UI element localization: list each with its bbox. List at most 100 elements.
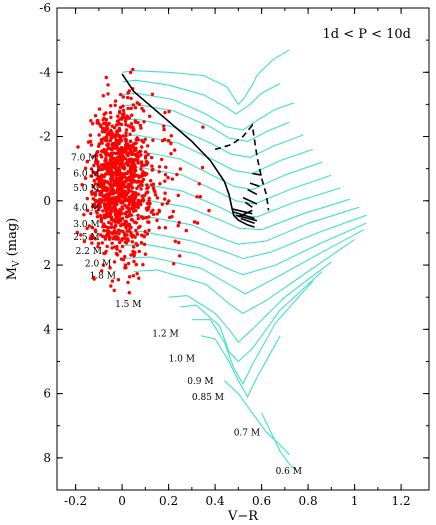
star-point: [120, 151, 125, 155]
star-point: [111, 165, 116, 169]
star-point: [121, 108, 126, 113]
star-point: [85, 208, 90, 213]
star-point: [143, 137, 147, 141]
star-point: [177, 240, 181, 245]
star-point: [115, 138, 119, 143]
star-point: [131, 252, 136, 256]
star-point: [140, 194, 144, 198]
y-tick-label: 4: [43, 322, 51, 336]
mass-label-7: 2.0 M: [85, 260, 111, 270]
star-point: [108, 190, 112, 195]
star-point: [104, 206, 108, 210]
star-point: [104, 118, 109, 122]
mass-label-11: 1.0 M: [169, 355, 195, 365]
star-point: [151, 138, 155, 142]
star-point: [167, 109, 171, 114]
star-point: [138, 224, 142, 229]
y-tick-label: -4: [39, 65, 51, 79]
star-point: [120, 237, 124, 241]
star-point: [110, 177, 115, 181]
star-point: [102, 202, 107, 206]
star-point: [126, 142, 130, 146]
star-point: [97, 133, 101, 137]
star-point: [104, 111, 108, 115]
star-point: [192, 220, 197, 224]
star-point: [101, 209, 105, 213]
star-point: [131, 209, 136, 213]
mass-label-4: 3.0 M: [73, 220, 99, 230]
star-point: [97, 175, 101, 179]
star-point: [139, 167, 143, 171]
star-point: [106, 166, 110, 171]
star-point: [146, 220, 150, 224]
star-point: [146, 190, 150, 194]
star-point: [149, 155, 154, 160]
mass-label-14: 0.7 M: [234, 428, 260, 438]
star-point: [133, 152, 137, 157]
star-point: [106, 92, 110, 96]
mass-label-8: 1.8 M: [90, 272, 116, 282]
star-point: [124, 210, 128, 215]
star-point: [175, 172, 179, 177]
star-point: [200, 165, 205, 170]
star-point: [130, 186, 135, 190]
star-point: [95, 215, 100, 219]
star-point: [120, 216, 125, 221]
star-point: [109, 284, 113, 288]
star-point: [122, 195, 126, 200]
star-point: [98, 213, 103, 218]
star-point: [138, 199, 142, 203]
star-point: [128, 212, 132, 217]
star-point: [106, 226, 110, 230]
star-point: [140, 233, 144, 237]
star-point: [112, 288, 116, 293]
y-tick-label: -2: [39, 130, 51, 144]
star-point: [131, 67, 135, 72]
star-point: [135, 101, 139, 105]
evolution-track-18: [201, 335, 281, 398]
star-point: [102, 183, 106, 188]
star-point: [111, 188, 115, 192]
star-point: [131, 145, 135, 149]
evolution-track-7: [122, 166, 332, 205]
y-axis-title: MV (mag): [5, 218, 22, 281]
star-point: [91, 122, 95, 126]
star-point: [110, 279, 115, 283]
star-point: [85, 159, 89, 164]
star-point: [94, 157, 99, 162]
star-point: [130, 206, 134, 211]
star-point: [92, 202, 97, 206]
star-point: [136, 213, 140, 217]
star-point: [114, 123, 119, 127]
star-point: [195, 221, 200, 225]
star-point: [111, 192, 115, 196]
star-point: [126, 169, 130, 174]
star-point: [127, 291, 131, 295]
y-tick-label: -6: [39, 1, 51, 15]
star-point: [130, 113, 134, 117]
star-point: [108, 111, 113, 115]
star-point: [104, 138, 108, 143]
star-point: [145, 183, 149, 187]
star-point: [173, 239, 177, 243]
star-point: [110, 147, 114, 152]
star-point: [97, 107, 102, 111]
star-point: [99, 181, 103, 185]
star-point: [94, 199, 98, 203]
star-point: [137, 276, 141, 280]
star-point: [112, 260, 117, 264]
instability-segment-1: [233, 211, 255, 220]
star-point: [102, 150, 107, 154]
star-point: [138, 123, 143, 128]
star-point: [128, 275, 132, 279]
star-point: [102, 213, 106, 217]
star-point: [124, 241, 129, 245]
star-point: [118, 92, 123, 97]
star-point: [143, 163, 147, 167]
evolution-track-17: [191, 280, 314, 386]
star-point: [102, 147, 106, 152]
star-point: [130, 194, 134, 199]
star-point: [110, 246, 114, 250]
star-point: [148, 114, 152, 119]
star-point: [162, 127, 166, 132]
